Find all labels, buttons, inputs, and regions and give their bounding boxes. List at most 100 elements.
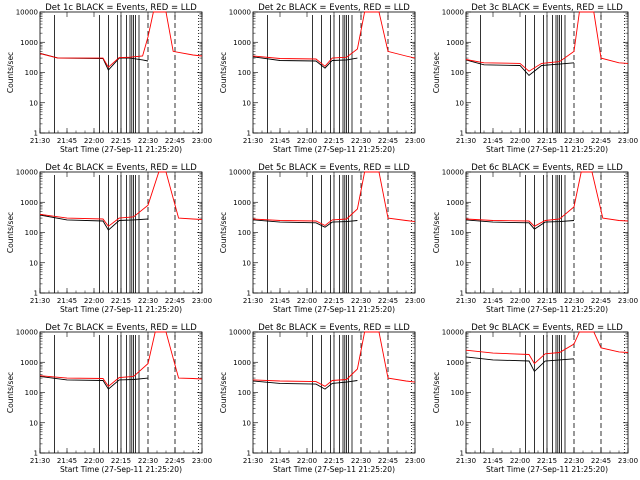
x-tick-label: 21:30	[243, 297, 263, 305]
lld-series-line	[252, 171, 416, 227]
x-tick-label: 22:45	[378, 137, 398, 145]
y-tick-label: 1	[247, 450, 251, 458]
x-tick-label: 22:15	[537, 297, 557, 305]
lld-series-line	[252, 331, 416, 387]
panel-6: Det 6c BLACK = Events, RED = LLD 1 10 100 10…	[432, 163, 638, 314]
x-tick-label: 21:30	[456, 297, 476, 305]
y-axis-label: Counts/sec	[6, 52, 15, 93]
y-axis-label: Counts/sec	[219, 52, 228, 93]
y-tick-label: 100	[238, 229, 251, 237]
x-tick-label: 22:30	[138, 137, 158, 145]
x-tick-label: 22:00	[84, 137, 104, 145]
y-tick-label: 10	[29, 259, 38, 267]
x-tick-label: 21:45	[57, 297, 77, 305]
y-tick-label: 1000	[20, 39, 38, 47]
x-axis-label: Start Time (27-Sep-11 21:25:20)	[486, 465, 608, 474]
events-series-line	[465, 59, 575, 77]
x-tick-label: 22:15	[111, 457, 131, 465]
panel-3: Det 3c BLACK = Events, RED = LLD 1 10 100 10…	[432, 3, 638, 154]
panel-title: Det 3c BLACK = Events, RED = LLD	[471, 3, 623, 13]
x-tick-label: 21:45	[57, 137, 77, 145]
panel-title: Det 7c BLACK = Events, RED = LLD	[45, 323, 197, 333]
panel-title: Det 1c BLACK = Events, RED = LLD	[45, 3, 197, 13]
y-tick-label: 1	[34, 290, 38, 298]
y-axis-label: Counts/sec	[6, 372, 15, 413]
x-tick-label: 23:00	[405, 457, 425, 465]
x-tick-label: 23:00	[192, 137, 212, 145]
x-tick-label: 23:00	[192, 297, 212, 305]
panel-5: Det 5c BLACK = Events, RED = LLD 1 10 100 10…	[219, 163, 425, 314]
x-tick-label: 22:45	[165, 137, 185, 145]
x-tick-label: 21:30	[243, 457, 263, 465]
x-tick-label: 21:30	[456, 137, 476, 145]
lld-series-line	[39, 171, 203, 227]
x-tick-label: 22:30	[351, 297, 371, 305]
y-tick-label: 10000	[16, 9, 38, 17]
panel-8: Det 8c BLACK = Events, RED = LLD 1 10 100 10…	[219, 323, 425, 474]
x-tick-label: 22:00	[297, 457, 317, 465]
x-tick-label: 22:15	[111, 137, 131, 145]
x-tick-label: 22:45	[378, 457, 398, 465]
y-tick-label: 1	[247, 290, 251, 298]
events-series-line	[252, 56, 358, 69]
y-tick-label: 100	[25, 229, 38, 237]
x-tick-label: 22:45	[165, 457, 185, 465]
lld-series-line	[465, 331, 629, 365]
x-tick-label: 23:00	[405, 297, 425, 305]
y-tick-label: 100	[451, 229, 464, 237]
y-axis-label: Counts/sec	[432, 372, 441, 413]
panel-title: Det 5c BLACK = Events, RED = LLD	[258, 163, 410, 173]
y-tick-label: 10	[242, 259, 251, 267]
y-tick-label: 100	[25, 389, 38, 397]
y-tick-label: 10	[455, 99, 464, 107]
x-tick-label: 22:00	[510, 457, 530, 465]
x-tick-label: 21:30	[30, 457, 50, 465]
x-tick-label: 22:30	[138, 457, 158, 465]
x-tick-label: 21:45	[483, 137, 503, 145]
y-tick-label: 1000	[20, 359, 38, 367]
panel-title: Det 8c BLACK = Events, RED = LLD	[258, 323, 410, 333]
panel-2: Det 2c BLACK = Events, RED = LLD 1 10 100 10…	[219, 3, 425, 154]
y-axis-label: Counts/sec	[432, 212, 441, 253]
y-tick-label: 10	[242, 419, 251, 427]
x-tick-label: 22:15	[537, 457, 557, 465]
y-tick-label: 10000	[442, 329, 464, 337]
x-tick-label: 21:45	[57, 457, 77, 465]
x-tick-label: 22:15	[537, 137, 557, 145]
y-tick-label: 1	[460, 130, 464, 138]
y-tick-label: 1000	[233, 359, 251, 367]
x-tick-label: 22:15	[324, 457, 344, 465]
x-tick-label: 23:00	[405, 137, 425, 145]
x-axis-label: Start Time (27-Sep-11 21:25:20)	[273, 305, 395, 314]
y-tick-label: 10	[455, 259, 464, 267]
y-axis-label: Counts/sec	[219, 212, 228, 253]
panel-title: Det 2c BLACK = Events, RED = LLD	[258, 3, 410, 13]
y-tick-label: 1	[34, 450, 38, 458]
x-axis-label: Start Time (27-Sep-11 21:25:20)	[60, 305, 182, 314]
panel-1: Det 1c BLACK = Events, RED = LLD 1 10 100 10…	[6, 3, 212, 154]
y-tick-label: 10000	[16, 169, 38, 177]
y-tick-label: 10	[455, 419, 464, 427]
x-tick-label: 22:30	[138, 297, 158, 305]
panel-4: Det 4c BLACK = Events, RED = LLD 1 10 100 10…	[6, 163, 212, 314]
x-tick-label: 21:45	[483, 297, 503, 305]
y-tick-label: 10	[242, 99, 251, 107]
y-tick-label: 10000	[442, 9, 464, 17]
x-tick-label: 22:30	[351, 137, 371, 145]
x-axis-label: Start Time (27-Sep-11 21:25:20)	[273, 145, 395, 154]
x-tick-label: 22:30	[564, 297, 584, 305]
y-tick-label: 100	[451, 69, 464, 77]
x-tick-label: 22:30	[564, 457, 584, 465]
x-tick-label: 23:00	[192, 457, 212, 465]
x-tick-label: 22:45	[378, 297, 398, 305]
x-tick-label: 21:45	[270, 457, 290, 465]
x-tick-label: 23:00	[618, 297, 638, 305]
panel-title: Det 4c BLACK = Events, RED = LLD	[45, 163, 197, 173]
lld-series-line	[39, 331, 203, 387]
x-tick-label: 21:30	[30, 297, 50, 305]
lld-series-line	[39, 11, 203, 68]
y-tick-label: 1	[34, 130, 38, 138]
lld-series-line	[252, 11, 416, 67]
y-tick-label: 100	[238, 69, 251, 77]
